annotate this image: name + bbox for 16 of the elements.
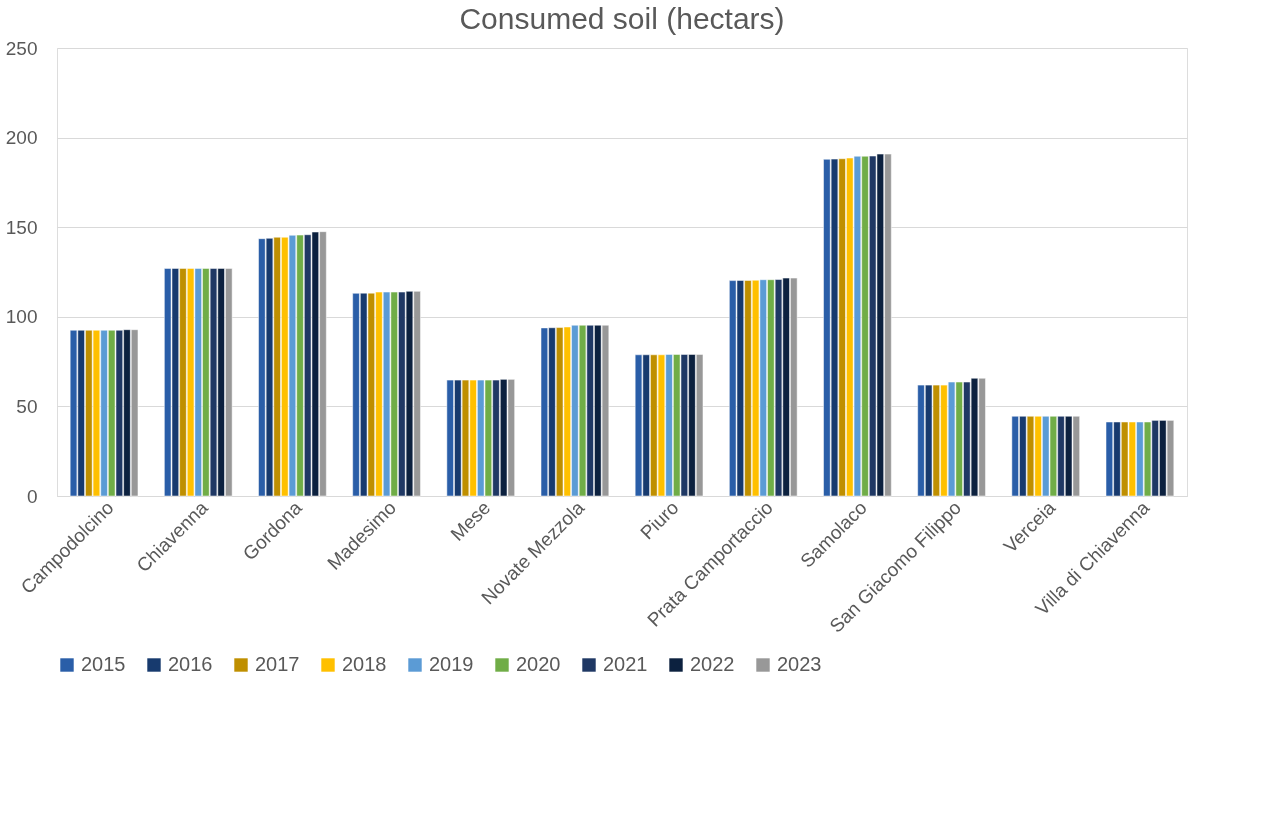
legend-label: 2017 — [255, 653, 300, 675]
chart-title: Consumed soil (hectars) — [459, 2, 785, 35]
y-tick-label: 150 — [5, 216, 38, 238]
legend-label: 2020 — [516, 653, 561, 675]
legend-label: 2015 — [81, 653, 126, 675]
legend-label: 2021 — [603, 653, 648, 675]
y-tick-label: 100 — [5, 306, 38, 328]
legend-label: 2016 — [168, 653, 213, 675]
y-tick-label: 50 — [16, 395, 38, 417]
legend-label: 2023 — [777, 653, 822, 675]
legend-label: 2018 — [342, 653, 387, 675]
legend-label: 2022 — [690, 653, 735, 675]
y-tick-label: 0 — [26, 485, 38, 507]
y-tick-label: 250 — [5, 37, 38, 59]
y-tick-label: 200 — [5, 127, 38, 149]
legend-label: 2019 — [429, 653, 474, 675]
